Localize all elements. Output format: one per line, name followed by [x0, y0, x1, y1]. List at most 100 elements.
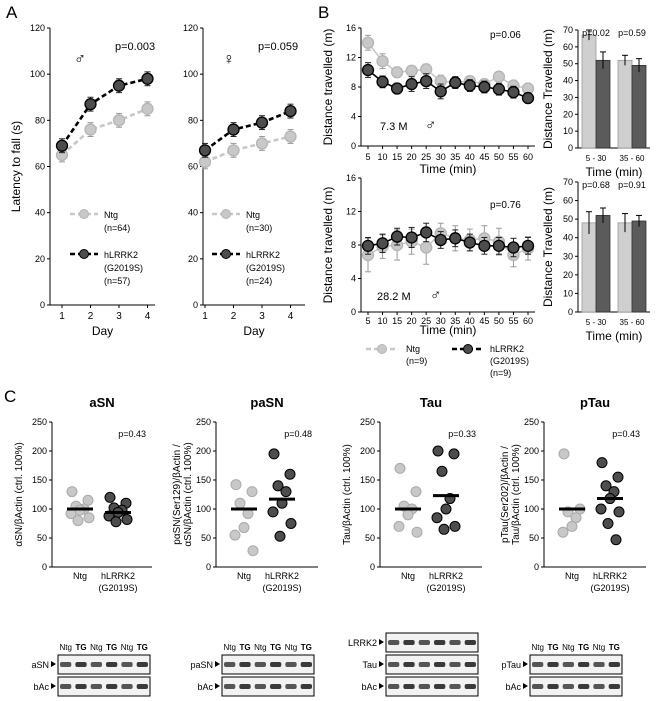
- x-tick-label: 35: [450, 316, 460, 326]
- group-label-tg: hLRRK2: [265, 571, 299, 581]
- y-tick-label: 8: [351, 240, 356, 250]
- blot-band: [300, 662, 312, 667]
- group-label-ntg: Ntg: [401, 571, 415, 581]
- blot-row-label: bAc: [197, 682, 213, 692]
- blot-strip: [385, 654, 479, 675]
- data-point-hlrrk2: [492, 239, 506, 252]
- blot-band: [121, 684, 133, 689]
- legend-label-ntg: Ntg: [246, 210, 260, 220]
- legend-label-tg-2: (G2019S): [490, 356, 529, 366]
- x-tick-label: 10: [378, 152, 388, 162]
- x-tick-label: 2: [88, 311, 94, 322]
- data-point-ntg: [405, 64, 418, 77]
- y-tick-label: 50: [529, 533, 539, 543]
- y-tick-label: 100: [30, 69, 45, 79]
- group-label-tg-2: (G2019S): [98, 583, 137, 593]
- x-tick-label: 60: [523, 152, 533, 162]
- legend-marker-ntg: [79, 209, 89, 219]
- blot-band: [90, 684, 102, 689]
- data-point-hlrrk2: [390, 230, 404, 243]
- blot-band: [418, 684, 430, 689]
- blot-band: [464, 640, 476, 645]
- lane-label: TG: [547, 643, 558, 652]
- y-tick-label: 70: [563, 25, 573, 35]
- data-point-ntg: [411, 526, 423, 538]
- x-axis-label: Time (min): [420, 162, 477, 176]
- data-point-tg: [284, 468, 296, 480]
- y-tick-label: 120: [183, 23, 198, 33]
- x-tick-label: 1: [59, 311, 65, 322]
- blot-band: [224, 684, 236, 689]
- y-tick-label: 60: [563, 196, 573, 206]
- data-point-tg: [104, 491, 116, 503]
- bar-ntg: [617, 59, 633, 149]
- y-tick-label: 0: [568, 307, 573, 317]
- group-label-tg: hLRRK2: [101, 571, 135, 581]
- blot-band: [224, 662, 236, 667]
- blot-band: [136, 684, 148, 689]
- data-point-hlrrk2: [141, 72, 154, 85]
- lane-label: TG: [75, 643, 86, 652]
- y-axis-label: Tau/βActin (ctrl. 100%): [342, 444, 353, 545]
- x-tick-label: 3: [116, 311, 122, 322]
- data-point-hlrrk2: [112, 79, 126, 92]
- data-point-tg: [613, 506, 625, 518]
- data-point-ntg: [390, 66, 404, 79]
- bar-ntg: [581, 222, 597, 313]
- data-point-ntg: [255, 137, 269, 150]
- blot-band: [532, 662, 544, 667]
- y-tick-label: 4: [351, 274, 356, 284]
- data-point-tg: [121, 513, 133, 525]
- y-tick-label: 150: [360, 475, 375, 485]
- y-tick-label: 40: [563, 233, 573, 243]
- sex-symbol: ♂: [430, 287, 441, 304]
- legend-label-tg-2: (G2019S): [246, 263, 285, 273]
- lane-label: Ntg: [254, 643, 266, 652]
- group-label-tg-2: (G2019S): [262, 583, 301, 593]
- blot-band: [547, 662, 559, 667]
- y-tick-label: 50: [365, 533, 375, 543]
- blot-band: [403, 640, 415, 645]
- y-tick-label: 150: [196, 475, 211, 485]
- panel-letter-b: B: [318, 3, 329, 22]
- series-line-hlrrk2: [204, 109, 291, 152]
- panel-letter-a: A: [6, 3, 18, 22]
- blot-row-label: aSN: [31, 660, 49, 670]
- data-point-hlrrk2: [507, 86, 520, 99]
- p-value: p=0.59: [618, 28, 646, 38]
- data-point-hlrrk2: [521, 91, 535, 105]
- data-point-hlrrk2: [478, 80, 491, 94]
- y-tick-label: 60: [563, 42, 573, 52]
- blot-band: [239, 684, 251, 689]
- data-point-ntg: [246, 486, 258, 498]
- blot-band: [578, 684, 590, 689]
- x-tick-label: 3: [259, 311, 265, 322]
- x-axis-label: Day: [243, 324, 264, 338]
- blot-arrow: [379, 661, 384, 667]
- blot-strip: [221, 654, 315, 675]
- data-point-ntg: [410, 486, 422, 498]
- data-point-hlrrk2: [434, 85, 447, 98]
- blot-arrow: [379, 639, 384, 645]
- age-label: 28.2 M: [377, 291, 411, 303]
- data-point-hlrrk2: [478, 239, 491, 252]
- data-point-tg: [285, 518, 297, 529]
- legend-marker-tg: [221, 249, 231, 259]
- blot-row-label: bAc: [361, 682, 377, 692]
- data-point-hlrrk2: [376, 75, 389, 88]
- y-tick-label: 120: [30, 23, 45, 33]
- data-point-ntg: [230, 479, 242, 491]
- p-value: p=0.02: [582, 28, 610, 38]
- group-label-ntg: Ntg: [237, 571, 251, 581]
- blot-band: [464, 662, 476, 667]
- x-tick-label: 15: [392, 316, 402, 326]
- x-axis-label: Time (min): [586, 165, 643, 179]
- data-point-ntg: [420, 63, 433, 76]
- legend-n-tg: (n=24): [246, 276, 272, 286]
- data-point-tg: [436, 465, 448, 477]
- data-point-ntg: [284, 130, 297, 143]
- data-point-ntg: [198, 155, 212, 169]
- sex-symbol: ♂: [74, 51, 86, 68]
- data-point-ntg: [566, 520, 578, 532]
- series-line-ntg: [204, 135, 291, 164]
